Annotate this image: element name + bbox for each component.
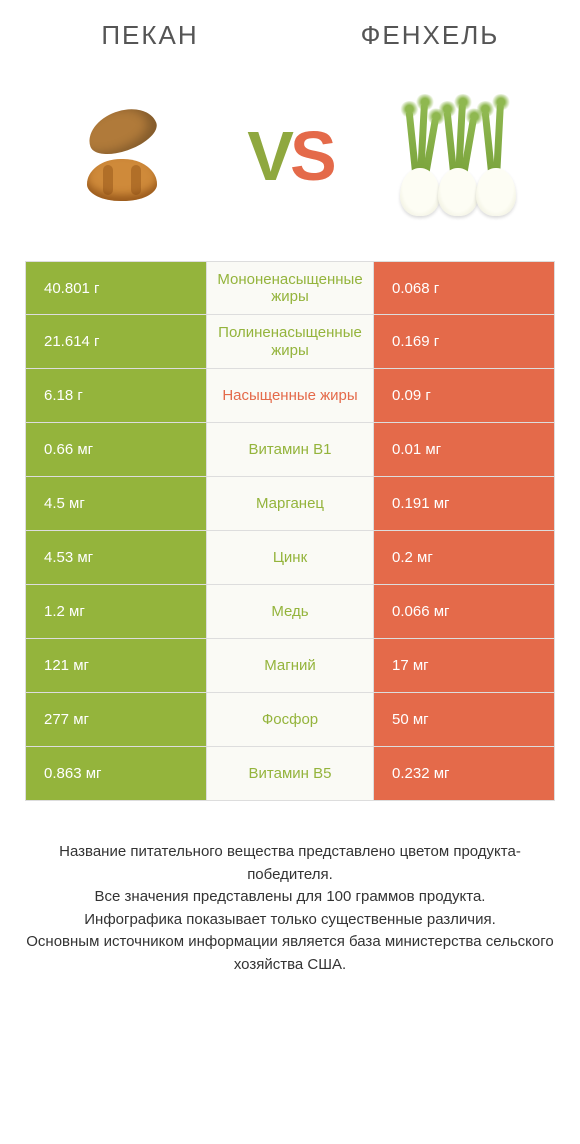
nutrient-label: Витамин B5 — [206, 747, 374, 800]
nutrient-label: Витамин B1 — [206, 423, 374, 476]
footer-line-2: Все значения представлены для 100 граммо… — [20, 886, 560, 909]
nutrient-label: Фосфор — [206, 693, 374, 746]
right-value-cell: 0.066 мг — [374, 585, 554, 638]
right-value-cell: 0.068 г — [374, 262, 554, 314]
left-value-cell: 0.66 мг — [26, 423, 206, 476]
table-row: 4.53 мгЦинк0.2 мг — [25, 531, 555, 585]
nutrient-label: Медь — [206, 585, 374, 638]
right-value-cell: 50 мг — [374, 693, 554, 746]
table-row: 0.863 мгВитамин B50.232 мг — [25, 747, 555, 801]
nutrient-label: Магний — [206, 639, 374, 692]
footer-line-3: Инфографика показывает только существенн… — [20, 909, 560, 932]
left-value-cell: 277 мг — [26, 693, 206, 746]
header: ПЕКАН ФЕНХЕЛЬ — [0, 0, 580, 81]
footer-note: Название питательного вещества представл… — [20, 841, 560, 976]
image-row: VS — [0, 81, 580, 261]
table-row: 40.801 гМононенасыщенные жиры0.068 г — [25, 261, 555, 315]
comparison-table: 40.801 гМононенасыщенные жиры0.068 г21.6… — [25, 261, 555, 801]
vs-v: V — [247, 121, 290, 191]
pecan-icon — [87, 111, 157, 201]
right-value-cell: 0.191 мг — [374, 477, 554, 530]
left-product-title: ПЕКАН — [10, 20, 290, 51]
nutrient-label: Марганец — [206, 477, 374, 530]
fennel-icon — [395, 96, 521, 216]
left-value-cell: 4.53 мг — [26, 531, 206, 584]
table-row: 21.614 гПолиненасыщенные жиры0.169 г — [25, 315, 555, 369]
left-value-cell: 4.5 мг — [26, 477, 206, 530]
right-value-cell: 0.2 мг — [374, 531, 554, 584]
nutrient-label: Мононенасыщенные жиры — [206, 262, 374, 314]
footer-line-1: Название питательного вещества представл… — [20, 841, 560, 886]
footer-line-4: Основным источником информации является … — [20, 931, 560, 976]
vs-s: S — [290, 121, 333, 191]
vs-label: VS — [247, 121, 332, 191]
table-row: 4.5 мгМарганец0.191 мг — [25, 477, 555, 531]
table-row: 1.2 мгМедь0.066 мг — [25, 585, 555, 639]
table-row: 121 мгМагний17 мг — [25, 639, 555, 693]
table-row: 6.18 гНасыщенные жиры0.09 г — [25, 369, 555, 423]
left-value-cell: 121 мг — [26, 639, 206, 692]
right-value-cell: 0.232 мг — [374, 747, 554, 800]
table-row: 277 мгФосфор50 мг — [25, 693, 555, 747]
left-value-cell: 6.18 г — [26, 369, 206, 422]
header-left: ПЕКАН — [10, 20, 290, 71]
left-value-cell: 0.863 мг — [26, 747, 206, 800]
left-product-image — [42, 81, 202, 231]
right-value-cell: 0.09 г — [374, 369, 554, 422]
right-product-image — [378, 81, 538, 231]
right-value-cell: 0.01 мг — [374, 423, 554, 476]
right-value-cell: 17 мг — [374, 639, 554, 692]
nutrient-label: Цинк — [206, 531, 374, 584]
left-value-cell: 21.614 г — [26, 315, 206, 368]
nutrient-label: Полиненасыщенные жиры — [206, 315, 374, 368]
right-value-cell: 0.169 г — [374, 315, 554, 368]
right-product-title: ФЕНХЕЛЬ — [290, 20, 570, 51]
left-value-cell: 40.801 г — [26, 262, 206, 314]
nutrient-label: Насыщенные жиры — [206, 369, 374, 422]
table-row: 0.66 мгВитамин B10.01 мг — [25, 423, 555, 477]
left-value-cell: 1.2 мг — [26, 585, 206, 638]
header-right: ФЕНХЕЛЬ — [290, 20, 570, 71]
